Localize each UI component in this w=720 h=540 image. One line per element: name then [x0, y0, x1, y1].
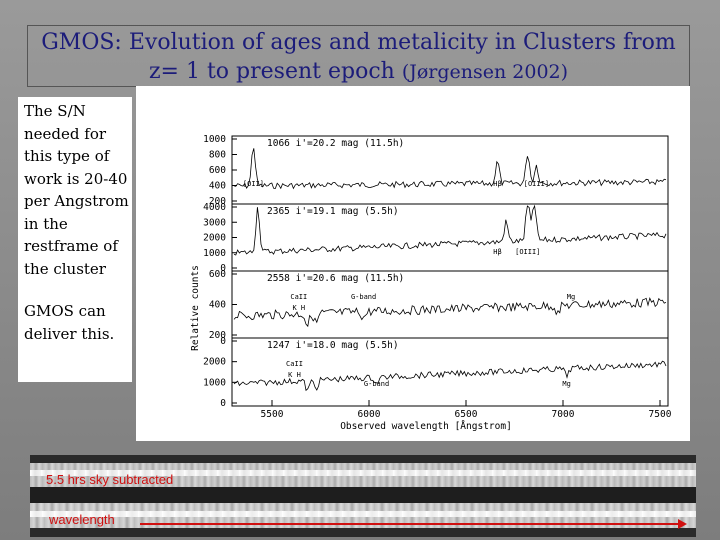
- title-line-2: z= 1 to present epoch (Jørgensen 2002): [28, 57, 689, 87]
- spectral-line-label: Mg: [567, 293, 575, 301]
- panel-title: 1066 i'=20.2 mag (11.5h): [267, 138, 404, 149]
- spectrum-line: [233, 204, 667, 256]
- title-line-1: GMOS: Evolution of ages and metalicity i…: [41, 30, 676, 55]
- y-tick-label: 800: [209, 150, 226, 161]
- x-tick-label: 5500: [261, 409, 284, 420]
- y-tick-label: 200: [209, 330, 226, 341]
- panel-group: 1000 800 600 400 200 1066 i'=20.2 mag (11.5h)…: [203, 134, 669, 409]
- spectral-line-label: [OIII]: [524, 180, 549, 188]
- sky-subtracted-label: 5.5 hrs sky subtracted: [46, 472, 174, 487]
- y-tick-label: 2000: [203, 233, 226, 244]
- spectral-line-label: G-band: [351, 293, 376, 301]
- strip-gap: [30, 487, 696, 503]
- y-tick-label: 400: [209, 300, 226, 311]
- panel-title: 2365 i'=19.1 mag (5.5h): [267, 206, 399, 217]
- spectrum-line: [233, 360, 667, 392]
- spectra-plot: Relative counts Observed wavelength [Ång…: [190, 134, 672, 432]
- spectra-figure: Relative counts Observed wavelength [Ång…: [136, 86, 690, 441]
- spectral-line-label: Hβ: [493, 248, 501, 256]
- y-tick-label: 1000: [203, 248, 226, 259]
- x-axis-label: Observed wavelength [Ångstrom]: [340, 420, 512, 432]
- notes-paragraph-gmos: GMOS can deliver this.: [24, 302, 115, 343]
- spectral-line-label: Hβ: [493, 180, 501, 188]
- y-tick-label: 0: [220, 398, 226, 409]
- panel-frame: [231, 337, 669, 407]
- notes-box: The S/N needed for this type of work is …: [18, 97, 132, 382]
- wavelength-label: wavelength: [49, 512, 115, 527]
- x-tick-label: 7000: [552, 409, 575, 420]
- y-tick-label: 600: [209, 165, 226, 176]
- spectral-line-label: [OII]: [243, 180, 264, 188]
- y-tick-label: 1000: [203, 377, 226, 388]
- x-tick-label: 6500: [455, 409, 478, 420]
- spectral-line-label: CaII: [290, 293, 307, 301]
- spectral-line-label: [OIII]: [515, 248, 540, 256]
- y-tick-label: 0: [220, 336, 226, 347]
- x-tick-group: 5500 6000 6500 7000 7500: [261, 400, 672, 420]
- spectrum-line: [233, 148, 667, 190]
- spectral-line-label: CaII: [286, 360, 303, 368]
- sky-band-top-core: [30, 470, 696, 476]
- spectral-line-label: K H: [288, 371, 301, 379]
- y-tick-label: 400: [209, 181, 226, 192]
- y-tick-label: 3000: [203, 217, 226, 228]
- y-tick-label: 200: [209, 196, 226, 207]
- panel-title: 1247 i'=18.0 mag (5.5h): [267, 340, 399, 351]
- y-tick-label: 1000: [203, 134, 226, 145]
- spectral-line-label: G-band: [364, 380, 389, 388]
- y-axis-label: Relative counts: [190, 265, 201, 351]
- wavelength-arrow-head: [678, 519, 687, 529]
- wavelength-arrow-line: [140, 523, 680, 525]
- notes-paragraph-sn: The S/N needed for this type of work is …: [24, 102, 129, 278]
- spectrum-line: [233, 296, 667, 328]
- slide-title: GMOS: Evolution of ages and metalicity i…: [27, 25, 690, 87]
- x-tick-label: 6000: [358, 409, 381, 420]
- sky-spectrum-strip: 5.5 hrs sky subtracted wavelength: [30, 455, 696, 537]
- spectral-line-label: Mg: [562, 380, 570, 388]
- y-tick-label: 600: [209, 269, 226, 280]
- title-line-2-main: z= 1 to present epoch: [148, 59, 395, 84]
- panel-title: 2558 i'=20.6 mag (11.5h): [267, 273, 404, 284]
- spectral-line-label: K H: [292, 304, 305, 312]
- x-tick-label: 7500: [649, 409, 672, 420]
- sky-band-bottom-core: [30, 511, 696, 517]
- title-citation: (Jørgensen 2002): [401, 61, 569, 83]
- y-tick-label: 0: [220, 263, 226, 274]
- y-tick-label: 4000: [203, 202, 226, 213]
- y-tick-label: 2000: [203, 357, 226, 368]
